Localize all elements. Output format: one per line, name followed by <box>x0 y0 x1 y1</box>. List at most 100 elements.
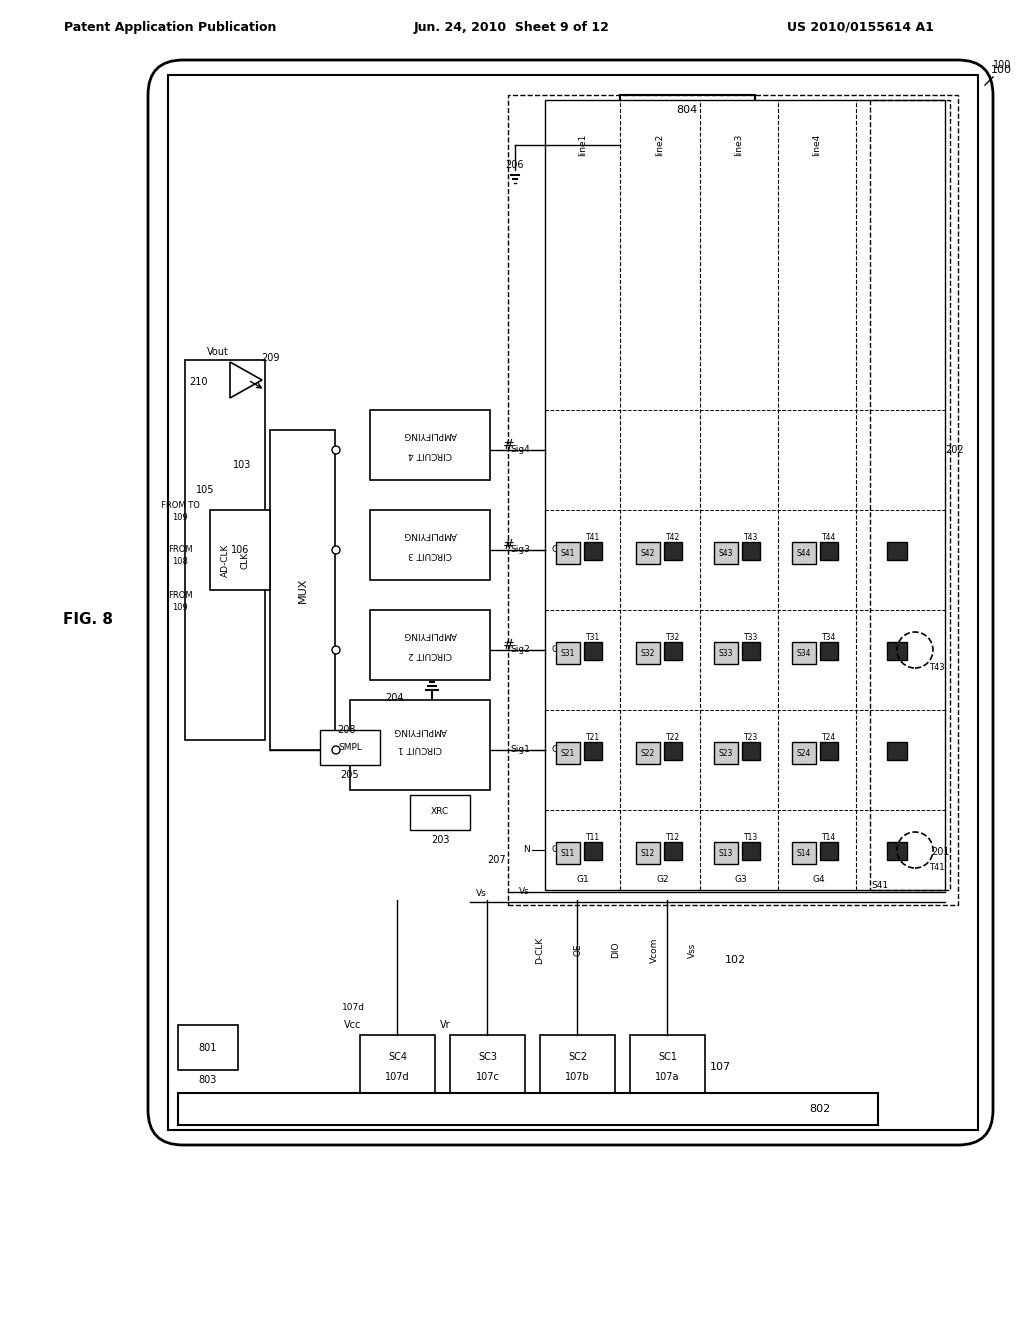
FancyBboxPatch shape <box>556 543 580 564</box>
FancyBboxPatch shape <box>714 642 738 664</box>
FancyBboxPatch shape <box>168 75 978 1130</box>
FancyBboxPatch shape <box>792 842 816 865</box>
Text: 103: 103 <box>232 459 251 470</box>
Text: CLK: CLK <box>241 552 250 569</box>
FancyBboxPatch shape <box>556 642 580 664</box>
Text: 210: 210 <box>188 378 207 387</box>
Text: Jun. 24, 2010  Sheet 9 of 12: Jun. 24, 2010 Sheet 9 of 12 <box>414 21 610 33</box>
Text: T34: T34 <box>822 634 837 643</box>
FancyBboxPatch shape <box>714 742 738 764</box>
Text: 109: 109 <box>172 512 187 521</box>
Text: G4: G4 <box>552 545 564 554</box>
Circle shape <box>332 446 340 454</box>
Text: G2: G2 <box>552 746 564 755</box>
Text: line3: line3 <box>734 133 743 156</box>
FancyBboxPatch shape <box>636 642 660 664</box>
FancyBboxPatch shape <box>584 842 602 861</box>
Text: T22: T22 <box>666 734 680 742</box>
Text: 109: 109 <box>172 602 187 611</box>
Text: Patent Application Publication: Patent Application Publication <box>63 21 276 33</box>
FancyBboxPatch shape <box>887 543 907 560</box>
Text: Sig3: Sig3 <box>510 545 530 554</box>
Text: line1: line1 <box>579 133 588 156</box>
FancyBboxPatch shape <box>792 543 816 564</box>
FancyBboxPatch shape <box>664 742 682 760</box>
Text: Vcc: Vcc <box>344 1020 361 1030</box>
Text: G1: G1 <box>552 846 564 854</box>
FancyBboxPatch shape <box>620 95 755 145</box>
FancyBboxPatch shape <box>545 100 945 890</box>
Text: AMPLIFYING: AMPLIFYING <box>403 631 457 639</box>
Text: G4: G4 <box>813 875 825 884</box>
FancyBboxPatch shape <box>178 1093 878 1125</box>
FancyBboxPatch shape <box>820 842 838 861</box>
Text: T42: T42 <box>666 533 680 543</box>
Text: SMPL: SMPL <box>338 742 361 751</box>
FancyBboxPatch shape <box>664 842 682 861</box>
Text: S14: S14 <box>797 849 811 858</box>
Text: T32: T32 <box>666 634 680 643</box>
FancyBboxPatch shape <box>540 1035 615 1100</box>
FancyBboxPatch shape <box>636 742 660 764</box>
Circle shape <box>332 746 340 754</box>
Text: G3: G3 <box>552 645 564 655</box>
Text: 102: 102 <box>724 954 745 965</box>
Text: 801: 801 <box>199 1043 217 1053</box>
Text: Vcom: Vcom <box>649 937 658 962</box>
Text: Vr: Vr <box>439 1020 451 1030</box>
Text: Vs: Vs <box>518 887 529 896</box>
Text: AMPLIFYING: AMPLIFYING <box>403 430 457 440</box>
FancyBboxPatch shape <box>630 1035 705 1100</box>
Text: 100: 100 <box>993 59 1011 70</box>
Text: DIO: DIO <box>611 941 621 958</box>
Text: CIRCUIT 1: CIRCUIT 1 <box>398 743 442 752</box>
FancyBboxPatch shape <box>584 642 602 660</box>
FancyBboxPatch shape <box>887 642 907 660</box>
Text: FROM: FROM <box>168 590 193 599</box>
Text: SC1: SC1 <box>658 1052 677 1063</box>
Text: G1: G1 <box>577 875 590 884</box>
Text: SC3: SC3 <box>478 1052 497 1063</box>
FancyBboxPatch shape <box>820 543 838 560</box>
Text: S43: S43 <box>719 549 733 557</box>
FancyBboxPatch shape <box>370 411 490 480</box>
FancyBboxPatch shape <box>820 742 838 760</box>
FancyBboxPatch shape <box>742 842 760 861</box>
FancyBboxPatch shape <box>742 742 760 760</box>
FancyBboxPatch shape <box>370 610 490 680</box>
Text: FROM TO: FROM TO <box>161 500 200 510</box>
Text: 204: 204 <box>386 693 404 704</box>
Text: 107d: 107d <box>385 1072 410 1082</box>
FancyBboxPatch shape <box>148 59 993 1144</box>
FancyBboxPatch shape <box>370 510 490 579</box>
Text: T33: T33 <box>743 634 758 643</box>
Text: XRC: XRC <box>431 808 450 817</box>
Text: S33: S33 <box>719 648 733 657</box>
Text: Sig4: Sig4 <box>510 446 530 454</box>
FancyBboxPatch shape <box>185 360 265 741</box>
Text: 107d: 107d <box>341 1003 365 1012</box>
Text: Sig2: Sig2 <box>510 645 530 655</box>
Text: 804: 804 <box>677 106 697 115</box>
Text: 205: 205 <box>341 770 359 780</box>
Text: T43: T43 <box>929 663 945 672</box>
Text: AMPLIFYING: AMPLIFYING <box>393 726 446 734</box>
Text: T43: T43 <box>743 533 758 543</box>
Circle shape <box>332 645 340 653</box>
Text: 107c: 107c <box>475 1072 500 1082</box>
FancyBboxPatch shape <box>664 543 682 560</box>
Polygon shape <box>230 362 262 399</box>
FancyBboxPatch shape <box>820 642 838 660</box>
Text: S11: S11 <box>561 849 575 858</box>
FancyBboxPatch shape <box>792 642 816 664</box>
Text: Vout: Vout <box>207 347 229 356</box>
Text: AMPLIFYING: AMPLIFYING <box>403 531 457 540</box>
Text: 203: 203 <box>431 836 450 845</box>
Text: 100: 100 <box>990 65 1012 75</box>
Text: #: # <box>503 638 515 652</box>
Text: S31: S31 <box>561 648 575 657</box>
FancyBboxPatch shape <box>887 842 907 861</box>
Text: S44: S44 <box>797 549 811 557</box>
Text: SC4: SC4 <box>388 1052 407 1063</box>
Text: FIG. 8: FIG. 8 <box>63 612 113 627</box>
